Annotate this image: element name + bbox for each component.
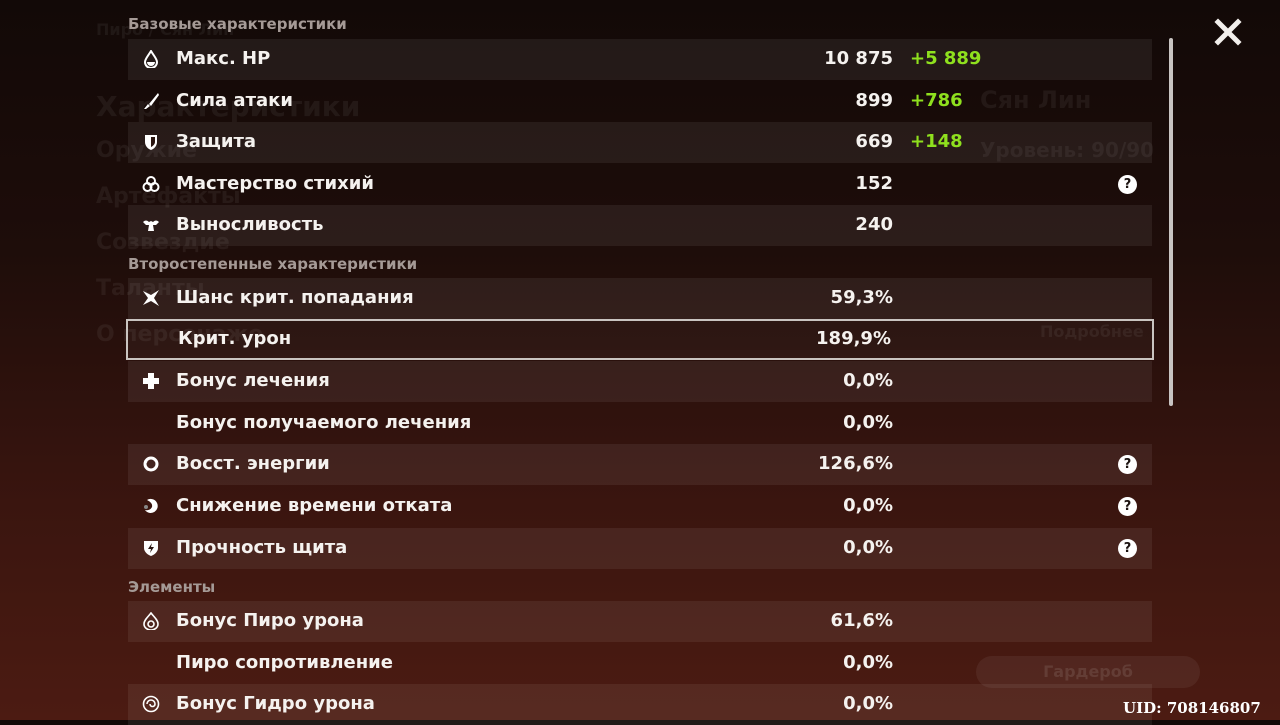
stat-value: 59,3% — [830, 287, 893, 308]
details-button[interactable]: Подробнее — [1040, 322, 1144, 341]
nav-artifacts[interactable]: Артефакты — [96, 184, 241, 209]
stat-value: 899 — [855, 89, 893, 111]
stat-label: Шанс крит. попадания — [176, 287, 414, 308]
stat-row[interactable]: Сила атаки 899 +786 — [128, 81, 1152, 122]
stat-value: 189,9% — [816, 327, 891, 349]
stat-value: 0,0% — [843, 651, 893, 673]
stat-value: 0,0% — [843, 495, 893, 516]
scrollbar[interactable] — [1169, 38, 1173, 406]
stat-value: 10 875 — [824, 48, 893, 69]
cooldown-icon — [144, 498, 158, 513]
stat-label: Мастерство стихий — [176, 172, 374, 194]
hp-drop-icon — [143, 50, 159, 68]
nav-constellation[interactable]: Созвездие — [96, 230, 230, 255]
shield-strength-icon — [144, 540, 158, 556]
stat-label: Защита — [176, 131, 257, 153]
help-icon[interactable]: ? — [1118, 497, 1137, 516]
stat-row[interactable]: Бонус лечения 0,0% — [128, 361, 1152, 403]
stat-row[interactable]: Бонус Пиро урона 61,6% — [128, 601, 1152, 642]
energy-recharge-icon — [143, 456, 159, 472]
section-title: Базовые характеристики — [128, 15, 347, 33]
stat-value: 0,0% — [843, 536, 893, 558]
stat-value: 126,6% — [818, 453, 893, 475]
stat-value: 669 — [855, 131, 893, 153]
healing-cross-icon — [143, 373, 159, 390]
stat-label: Выносливость — [176, 214, 324, 236]
character-level: Уровень: 90/90 — [980, 138, 1155, 162]
uid-label: UID: 708146807 — [1123, 699, 1261, 717]
stat-value: 152 — [855, 172, 893, 194]
stat-row[interactable]: Шанс крит. попадания 59,3% — [128, 278, 1152, 319]
crit-rate-icon — [143, 290, 159, 306]
stat-value: 0,0% — [843, 411, 893, 433]
stat-value: 0,0% — [843, 693, 893, 715]
stat-row[interactable]: Пиро сопротивление 0,0% — [128, 643, 1152, 684]
stat-label: Макс. HP — [176, 48, 271, 69]
stat-value: 61,6% — [830, 610, 893, 631]
stat-label: Бонус Гидро урона — [176, 693, 375, 715]
stat-row[interactable]: Прочность щита 0,0%? — [128, 527, 1152, 569]
sword-icon — [144, 92, 159, 109]
wardrobe-button[interactable]: Гардероб — [976, 656, 1200, 688]
help-icon[interactable]: ? — [1118, 538, 1137, 558]
stat-row[interactable]: Восст. энергии 126,6%? — [128, 444, 1152, 486]
stat-bonus: +148 — [910, 131, 963, 153]
help-icon[interactable]: ? — [1118, 174, 1137, 194]
close-icon[interactable] — [1214, 18, 1242, 46]
stat-value: 240 — [855, 214, 893, 236]
character-name: Сян Лин — [980, 86, 1092, 114]
stat-row[interactable]: Бонус получаемого лечения 0,0% — [128, 403, 1152, 444]
stat-bonus: +5 889 — [910, 48, 982, 69]
stat-row[interactable]: Крит. урон 189,9% — [126, 318, 1154, 360]
stat-label: Сила атаки — [176, 89, 293, 111]
stat-row[interactable]: Защита 669 +148 — [128, 122, 1152, 164]
stat-label: Снижение времени отката — [176, 495, 453, 516]
shield-icon — [145, 135, 157, 151]
stat-label: Бонус лечения — [176, 370, 330, 392]
nav-stats[interactable]: Характеристики — [96, 90, 361, 123]
stat-row[interactable]: Снижение времени отката 0,0%? — [128, 486, 1152, 527]
stat-row[interactable]: Мастерство стихий 152? — [128, 164, 1152, 205]
section-title: Элементы — [128, 578, 216, 596]
stat-value: 0,0% — [843, 370, 893, 392]
nav-profile[interactable]: О персонаже — [96, 322, 264, 347]
stat-label: Бонус получаемого лечения — [176, 411, 472, 433]
section-title: Второстепенные характеристики — [128, 255, 418, 273]
help-icon[interactable]: ? — [1118, 455, 1137, 475]
stat-row[interactable]: Бонус Гидро урона 0,0% — [128, 684, 1152, 725]
stat-label: Пиро сопротивление — [176, 651, 394, 673]
elemental-mastery-icon — [142, 175, 160, 192]
stat-row[interactable]: Выносливость 240 — [128, 205, 1152, 247]
stat-label: Восст. энергии — [176, 453, 330, 475]
stat-label: Прочность щита — [176, 536, 348, 558]
stat-label: Крит. урон — [178, 327, 292, 349]
pyro-icon — [143, 612, 159, 630]
stat-bonus: +786 — [910, 89, 963, 111]
stat-row[interactable]: Макс. HP 10 875 +5 889 — [128, 39, 1152, 80]
stat-label: Бонус Пиро урона — [176, 610, 364, 631]
stamina-icon — [143, 220, 159, 232]
hydro-icon — [142, 695, 160, 713]
breadcrumb: Пиро / Сян Лин — [96, 20, 235, 39]
